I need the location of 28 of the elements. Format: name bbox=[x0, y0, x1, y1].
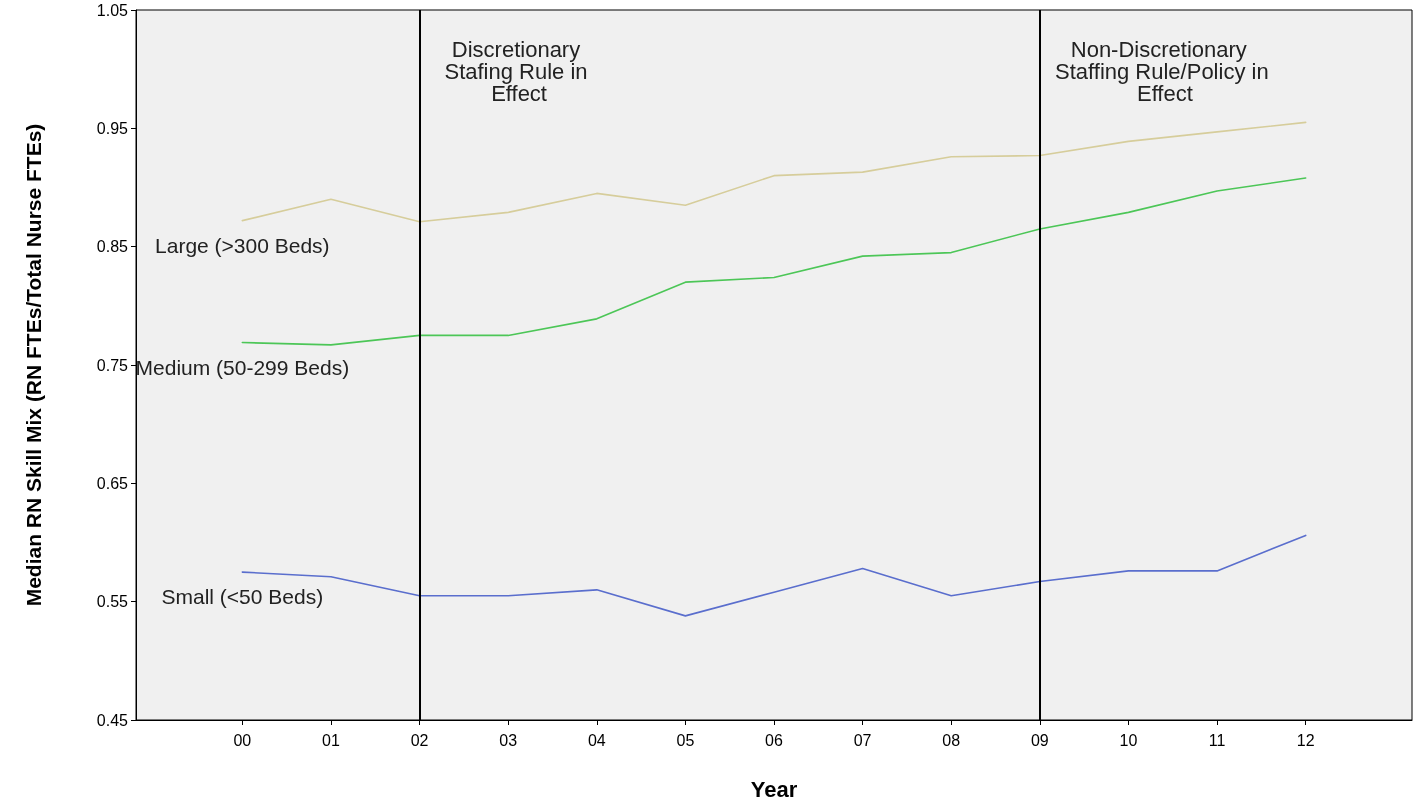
y-tick-label: 0.45 bbox=[96, 711, 129, 729]
y-tick-label: 0.95 bbox=[96, 119, 129, 137]
x-tick-label: 00 bbox=[233, 731, 252, 749]
y-tick-label: 0.75 bbox=[96, 356, 129, 374]
x-tick-label: 11 bbox=[1208, 731, 1226, 749]
x-tick-label: 10 bbox=[1119, 731, 1138, 749]
x-tick-label: 05 bbox=[676, 731, 695, 749]
y-tick-label: 0.55 bbox=[96, 593, 129, 611]
y-axis-title: Median RN Skill Mix (RN FTEs/Total Nurse FTEs) bbox=[22, 123, 45, 607]
series-label: Large (>300 Beds) bbox=[155, 233, 330, 257]
series-label: Medium (50-299 Beds) bbox=[135, 355, 350, 379]
x-tick-label: 12 bbox=[1296, 731, 1315, 749]
x-tick-label: 06 bbox=[765, 731, 783, 749]
x-tick-label: 01 bbox=[322, 731, 340, 749]
x-tick-label: 09 bbox=[1030, 731, 1049, 749]
line-series bbox=[241, 121, 1307, 223]
x-tick-label: 03 bbox=[499, 731, 518, 749]
x-tick-label: 07 bbox=[853, 731, 872, 749]
ref-line-label: Discretionary Stafing Rule in Effect bbox=[444, 36, 594, 106]
series-label: Small (<50 Beds) bbox=[161, 585, 324, 609]
x-tick-label: 02 bbox=[410, 731, 429, 749]
y-tick-label: 0.65 bbox=[96, 474, 129, 492]
x-tick-label: 08 bbox=[942, 731, 961, 749]
x-tick-label: 04 bbox=[587, 731, 606, 749]
x-axis-title: Year bbox=[750, 776, 798, 802]
y-tick-label: 0.85 bbox=[96, 238, 129, 256]
ref-line-label: Non-Discretionary Staffing Rule/Policy in Effect bbox=[1055, 36, 1269, 106]
y-tick-label: 1.05 bbox=[96, 1, 129, 19]
